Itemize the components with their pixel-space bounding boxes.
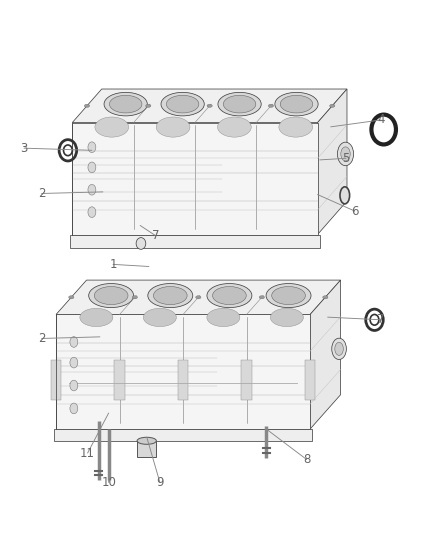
Ellipse shape bbox=[266, 284, 311, 308]
Ellipse shape bbox=[161, 92, 204, 116]
Ellipse shape bbox=[275, 92, 318, 116]
Ellipse shape bbox=[270, 308, 304, 327]
Ellipse shape bbox=[104, 92, 147, 116]
Bar bbox=[305, 360, 315, 400]
Ellipse shape bbox=[94, 287, 128, 304]
Text: 7: 7 bbox=[152, 229, 159, 242]
Bar bbox=[178, 360, 188, 400]
Polygon shape bbox=[72, 123, 318, 235]
Text: 3: 3 bbox=[21, 142, 28, 155]
Bar bbox=[137, 441, 156, 457]
Ellipse shape bbox=[268, 104, 274, 108]
Ellipse shape bbox=[88, 184, 96, 195]
Ellipse shape bbox=[88, 142, 96, 152]
Ellipse shape bbox=[218, 117, 251, 137]
Polygon shape bbox=[70, 235, 320, 248]
Ellipse shape bbox=[337, 142, 353, 166]
Ellipse shape bbox=[136, 238, 146, 249]
Polygon shape bbox=[72, 89, 347, 123]
Ellipse shape bbox=[146, 104, 151, 108]
Ellipse shape bbox=[280, 95, 313, 113]
Ellipse shape bbox=[69, 296, 74, 299]
Ellipse shape bbox=[70, 357, 78, 368]
Ellipse shape bbox=[207, 308, 240, 327]
Ellipse shape bbox=[330, 104, 335, 108]
Ellipse shape bbox=[166, 95, 199, 113]
Ellipse shape bbox=[95, 117, 129, 137]
Ellipse shape bbox=[88, 162, 96, 173]
Text: 2: 2 bbox=[38, 332, 46, 345]
Text: 5: 5 bbox=[343, 152, 350, 165]
Polygon shape bbox=[56, 314, 310, 429]
Ellipse shape bbox=[143, 308, 177, 327]
Text: 2: 2 bbox=[38, 187, 46, 200]
Polygon shape bbox=[310, 280, 341, 429]
Ellipse shape bbox=[259, 296, 265, 299]
Ellipse shape bbox=[132, 296, 138, 299]
Ellipse shape bbox=[70, 403, 78, 414]
Ellipse shape bbox=[212, 287, 246, 304]
Text: 6: 6 bbox=[351, 205, 359, 217]
Ellipse shape bbox=[110, 95, 142, 113]
Ellipse shape bbox=[88, 284, 134, 308]
Ellipse shape bbox=[80, 308, 113, 327]
Polygon shape bbox=[54, 429, 312, 440]
Ellipse shape bbox=[70, 337, 78, 348]
Text: 10: 10 bbox=[101, 476, 116, 489]
Bar bbox=[114, 360, 125, 400]
Bar bbox=[51, 360, 61, 400]
Polygon shape bbox=[56, 280, 341, 314]
Ellipse shape bbox=[335, 342, 343, 356]
Text: 11: 11 bbox=[80, 447, 95, 459]
Text: 7: 7 bbox=[377, 313, 385, 326]
Ellipse shape bbox=[196, 296, 201, 299]
Ellipse shape bbox=[218, 92, 261, 116]
Ellipse shape bbox=[70, 380, 78, 391]
Text: 8: 8 bbox=[303, 453, 310, 466]
Ellipse shape bbox=[279, 117, 313, 137]
Ellipse shape bbox=[148, 284, 193, 308]
Ellipse shape bbox=[340, 187, 350, 204]
Ellipse shape bbox=[207, 104, 212, 108]
Ellipse shape bbox=[341, 147, 350, 161]
Text: 4: 4 bbox=[377, 114, 385, 126]
Ellipse shape bbox=[207, 284, 252, 308]
Text: 9: 9 bbox=[156, 476, 164, 489]
Ellipse shape bbox=[332, 338, 346, 359]
Ellipse shape bbox=[156, 117, 190, 137]
Ellipse shape bbox=[85, 104, 90, 108]
Ellipse shape bbox=[153, 287, 187, 304]
Text: 1: 1 bbox=[109, 258, 117, 271]
Ellipse shape bbox=[323, 296, 328, 299]
Ellipse shape bbox=[223, 95, 256, 113]
Polygon shape bbox=[318, 89, 347, 235]
Ellipse shape bbox=[137, 437, 156, 445]
Ellipse shape bbox=[272, 287, 305, 304]
Ellipse shape bbox=[88, 207, 96, 217]
Bar bbox=[241, 360, 252, 400]
